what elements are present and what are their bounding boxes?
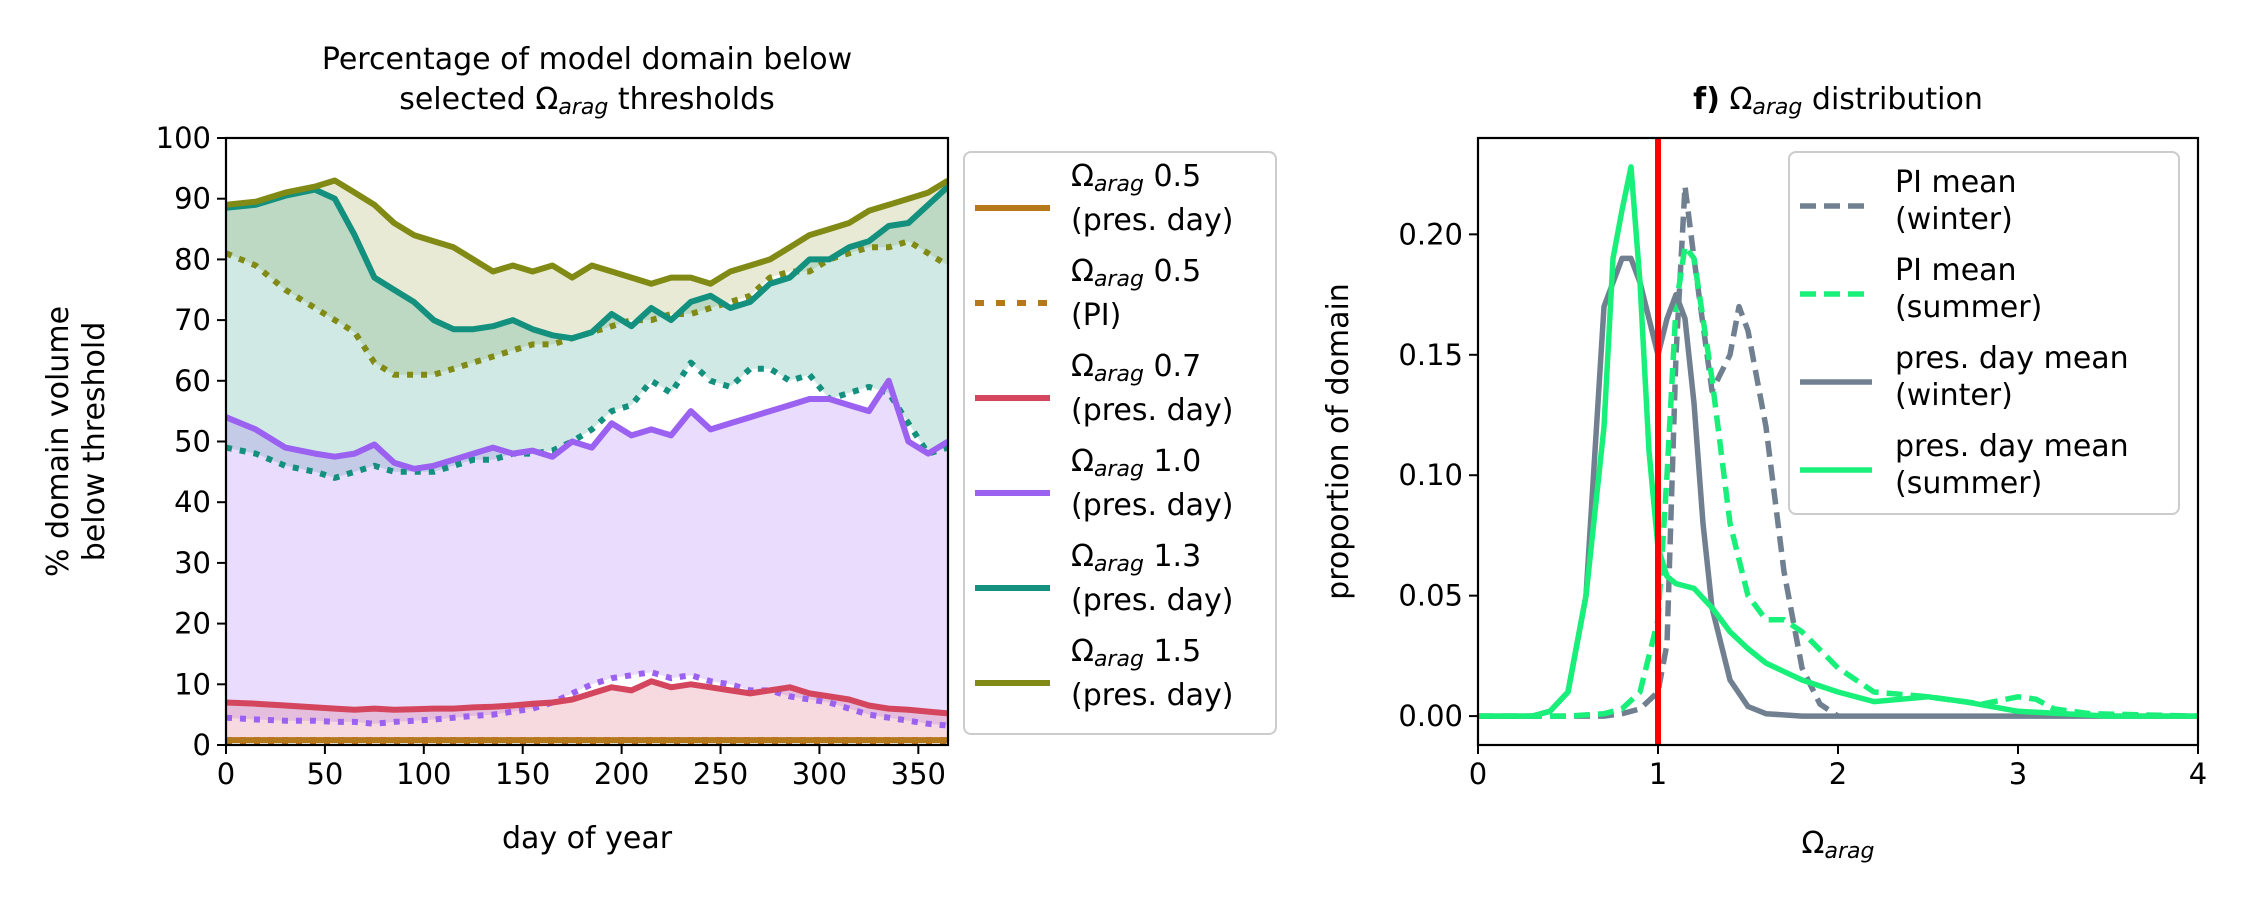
y-tick-label: 0.00: [1398, 699, 1463, 733]
y-tick-label: 0: [193, 728, 211, 762]
y-tick-label: 40: [174, 485, 211, 519]
legend-label: (summer): [1895, 466, 2042, 501]
y-tick-label: 80: [174, 242, 211, 276]
y-tick-label: 0.05: [1398, 579, 1463, 613]
x-tick-label: 0: [217, 757, 235, 791]
y-tick-label: 20: [174, 607, 211, 641]
threshold-timeseries-chart: 0 50 100 150 200 250 300 350 0 10 20 30 40 50 60 70 80 90…: [41, 42, 1277, 856]
legend-label-period: (pres. day): [1071, 678, 1233, 713]
x-tick-label: 50: [306, 757, 343, 791]
x-tick-label: 4: [2189, 757, 2207, 791]
x-axis-label: day of year: [502, 821, 673, 856]
legend: Ωarag 0.5 (pres. day) Ωarag 0.5 (PI) Ωarag…: [963, 151, 1277, 735]
chart-title: f) Ωarag distribution: [1693, 82, 1983, 120]
x-tick-label: 250: [693, 757, 748, 791]
series-line-omega-arag-1-5-pres-day: [226, 177, 948, 287]
series-line-pi-mean-summer: [1478, 243, 2198, 719]
plot-area: [1478, 138, 2198, 745]
series-line-omega-arag-0-7-pres-day: [226, 678, 948, 717]
x-tick-label: 1: [1649, 757, 1667, 791]
x-tick-label: 200: [594, 757, 649, 791]
legend-label: Ωarag 1.0: [1071, 444, 1201, 482]
legend-label: (summer): [1895, 290, 2042, 325]
series-line-pres-day-mean-summer: [1478, 164, 2198, 719]
legend-label: Ωarag 0.5: [1071, 159, 1201, 197]
legend-label: pres. day mean: [1895, 429, 2129, 464]
legend-label-period: (pres. day): [1071, 583, 1233, 618]
legend-label-period: (PI): [1071, 298, 1121, 333]
plot-area: [226, 177, 948, 745]
y-tick-label: 0.15: [1398, 338, 1463, 372]
y-tick-label: 100: [156, 121, 211, 155]
series-line-omega-arag-1-3-pi: [226, 359, 948, 481]
x-axis-label: Ωarag: [1802, 826, 1875, 864]
legend-label: Ωarag 0.7: [1071, 349, 1201, 387]
y-tick-label: 0.20: [1398, 217, 1463, 251]
y-tick-label: 60: [174, 364, 211, 398]
legend-label: Ωarag 0.5: [1071, 254, 1201, 292]
omega-distribution-chart: 0 1 2 3 4 0.00 0.05 0.10 0.15 0.20 Ωarag proportion…: [1321, 82, 2207, 864]
chart-title: selected Ωarag thresholds: [399, 82, 775, 120]
x-tick-label: 150: [495, 757, 550, 791]
y-tick-label: 50: [174, 425, 211, 459]
legend-label: Ωarag 1.5: [1071, 634, 1201, 672]
chart-title: Percentage of model domain below: [322, 42, 852, 77]
series-line-omega-arag-1-0-pres-day: [226, 377, 948, 472]
legend-label: PI mean: [1895, 253, 2017, 288]
y-tick-label: 10: [174, 667, 211, 701]
x-tick-label: 350: [891, 757, 946, 791]
legend-frame: [1788, 151, 2180, 515]
x-tick-label: 300: [792, 757, 847, 791]
band-omega-arag-1-3-pres-day: [226, 186, 948, 478]
y-tick-label: 90: [174, 182, 211, 216]
x-tick-label: 0: [1469, 757, 1487, 791]
band-omega-arag-0-7-pres-day: [226, 681, 948, 741]
y-tick-label: 0.10: [1398, 458, 1463, 492]
legend-label: (winter): [1895, 202, 2013, 237]
x-tick-label: 100: [396, 757, 451, 791]
legend-label-period: (pres. day): [1071, 203, 1233, 238]
legend-label: PI mean: [1895, 165, 2017, 200]
series-line-omega-arag-1-0-pi: [226, 669, 948, 729]
x-tick-label: 2: [1829, 757, 1847, 791]
y-tick-label: 70: [174, 303, 211, 337]
legend: PI mean (winter)PI mean (summer)pres. da…: [1788, 151, 2180, 515]
band-omega-arag-1-5-pres-day: [226, 180, 948, 375]
legend-label: Ωarag 1.3: [1071, 539, 1201, 577]
legend-label: (winter): [1895, 378, 2013, 413]
legend-label-period: (pres. day): [1071, 488, 1233, 523]
legend-label: pres. day mean: [1895, 341, 2129, 376]
series-line-omega-arag-1-3-pres-day: [226, 184, 948, 342]
y-axis-label: below threshold: [77, 322, 112, 562]
y-axis-label: proportion of domain: [1321, 283, 1356, 600]
legend-label-period: (pres. day): [1071, 393, 1233, 428]
y-tick-label: 30: [174, 546, 211, 580]
x-tick-label: 3: [2009, 757, 2027, 791]
y-axis-label: % domain volume: [41, 306, 76, 577]
